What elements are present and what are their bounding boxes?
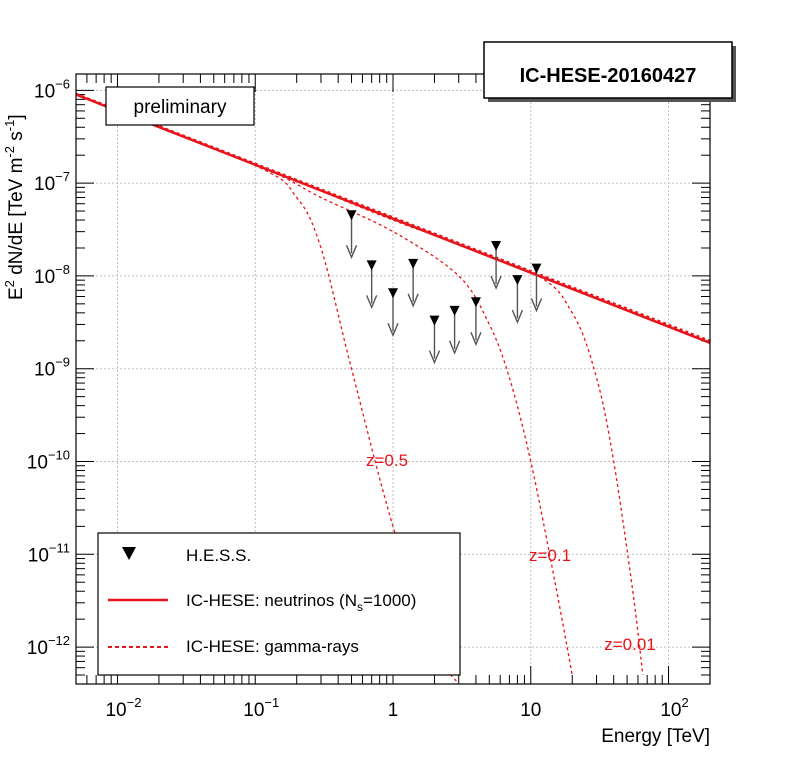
x-tick-label-0: 10−2 bbox=[105, 695, 141, 721]
ul-marker bbox=[388, 288, 398, 299]
ul-arrowhead bbox=[366, 295, 378, 310]
hess-upper-limit-2 bbox=[387, 288, 399, 338]
hess-upper-limit-1 bbox=[366, 260, 378, 310]
redshift-labels: z=0.5 z=0.1 z=0.01 bbox=[366, 451, 656, 654]
chart-title: IC-HESE-20160427 bbox=[520, 65, 697, 87]
redshift-label-1: z=0.1 bbox=[529, 546, 571, 565]
title-box: IC-HESE-20160427 bbox=[483, 41, 736, 102]
ul-arrowhead bbox=[511, 309, 524, 324]
preliminary-box: preliminary bbox=[105, 86, 255, 126]
y-tick-label-2: 10−8 bbox=[34, 262, 70, 288]
x-tick-label-4: 102 bbox=[660, 695, 688, 721]
legend-neutrino-sub: s bbox=[357, 600, 363, 614]
neutrino-line bbox=[76, 93, 710, 345]
legend-hess-label: H.E.S.S. bbox=[186, 546, 251, 565]
y-label-mid2: s bbox=[6, 131, 27, 146]
legend-gamma-label: IC-HESE: gamma-rays bbox=[186, 637, 359, 656]
x-tick-label-1: 10−1 bbox=[243, 695, 279, 721]
y-label-prefix: E bbox=[6, 287, 27, 300]
hess-upper-limit-9 bbox=[530, 263, 543, 313]
ul-arrowhead bbox=[387, 323, 399, 338]
ul-arrowhead bbox=[448, 340, 461, 355]
hess-upper-limit-6 bbox=[470, 297, 482, 347]
legend-hess-marker bbox=[122, 547, 136, 560]
x-tick-label-2: 1 bbox=[388, 700, 399, 721]
hess-upper-limit-5 bbox=[448, 305, 461, 355]
legend: H.E.S.S. IC-HESE: neutrinos (Ns=1000) IC… bbox=[97, 532, 461, 676]
ul-arrowhead bbox=[345, 245, 358, 260]
y-tick-label-6: 10−12 bbox=[27, 633, 70, 659]
y-tick-label-1: 10−7 bbox=[34, 169, 70, 195]
hess-upper-limit-3 bbox=[407, 258, 419, 308]
ul-arrowhead bbox=[428, 350, 441, 365]
y-tick-label-0: 10−6 bbox=[34, 76, 70, 102]
y-tick-label-4: 10−10 bbox=[27, 447, 70, 473]
x-axis-label: Energy [TeV] bbox=[601, 726, 710, 747]
ul-marker bbox=[531, 263, 542, 274]
ul-marker bbox=[429, 315, 440, 326]
plot-frame bbox=[75, 73, 711, 685]
y-label-sq: 2 bbox=[2, 280, 17, 287]
hess-upper-limits bbox=[345, 210, 543, 365]
title-frame bbox=[483, 41, 733, 99]
ul-marker bbox=[470, 297, 481, 308]
preliminary-label: preliminary bbox=[134, 97, 227, 118]
ul-marker bbox=[449, 305, 460, 316]
legend-neutrino-label: IC-HESE: neutrinos (Ns=1000) bbox=[186, 591, 416, 614]
redshift-label-2: z=0.01 bbox=[604, 635, 656, 654]
hess-upper-limit-7 bbox=[490, 241, 502, 290]
legend-neutrino-pre: IC-HESE: neutrinos (N bbox=[186, 591, 357, 610]
hess-upper-limit-8 bbox=[511, 275, 524, 324]
gamma-ray-curve-1 bbox=[76, 93, 573, 676]
y-tick-label-5: 10−11 bbox=[28, 540, 70, 566]
ul-arrowhead bbox=[470, 332, 482, 347]
y-tick-labels: 10−6 10−7 10−8 10−9 10−10 10−11 10−12 bbox=[27, 76, 70, 659]
ul-arrowhead bbox=[490, 275, 502, 290]
y-label-exp2: -1 bbox=[2, 120, 17, 132]
ul-marker bbox=[408, 258, 419, 269]
y-label-exp1: -2 bbox=[2, 146, 17, 158]
ul-marker bbox=[346, 210, 357, 221]
preliminary-frame bbox=[105, 86, 255, 126]
ul-marker bbox=[366, 260, 377, 271]
legend-neutrino-post: =1000) bbox=[363, 591, 416, 610]
hess-upper-limit-0 bbox=[345, 210, 358, 260]
y-axis-label: E2 dN/dE [TeV m-2 s-1] bbox=[2, 114, 27, 300]
legend-frame bbox=[97, 532, 461, 676]
ul-arrowhead bbox=[530, 298, 543, 313]
y-label-suffix: ] bbox=[6, 114, 27, 119]
y-tick-label-3: 10−9 bbox=[34, 355, 70, 381]
y-label-middle: dN/dE [TeV m bbox=[6, 158, 27, 281]
x-tick-labels: 10−2 10−1 1 10 102 bbox=[105, 695, 688, 721]
ul-marker bbox=[491, 241, 502, 252]
hess-upper-limit-4 bbox=[428, 315, 441, 365]
ul-marker bbox=[512, 275, 523, 286]
x-tick-label-3: 10 bbox=[520, 700, 541, 721]
ul-arrowhead bbox=[407, 293, 419, 308]
redshift-label-0: z=0.5 bbox=[366, 451, 408, 470]
